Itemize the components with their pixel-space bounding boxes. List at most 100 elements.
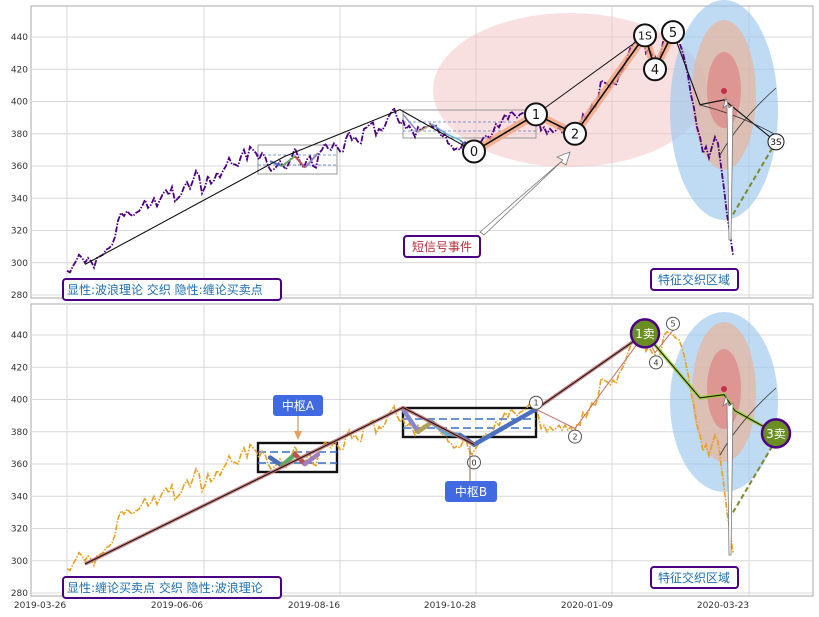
wave-point-label: 0 bbox=[470, 145, 478, 160]
y-tick-label: 440 bbox=[11, 331, 28, 341]
y-tick-label: 280 bbox=[11, 589, 28, 599]
wave-point-circle bbox=[524, 102, 548, 127]
y-tick-label: 320 bbox=[11, 525, 28, 535]
small-wave-segment bbox=[445, 133, 461, 141]
event-label: 短信号事件 bbox=[403, 235, 481, 258]
top-panel: 280 300 320 340 360 380 400 420 440 0 1 2 1S 4 5 3S 短信号事… bbox=[11, 0, 814, 301]
y-tick-label: 400 bbox=[11, 98, 28, 108]
y-tick-label: 420 bbox=[11, 363, 28, 373]
hub-b-box-label bbox=[445, 481, 497, 502]
sell-point-circle bbox=[629, 318, 661, 349]
projection-curve bbox=[719, 387, 777, 456]
y-tick-label: 440 bbox=[11, 33, 28, 43]
y-tick-label: 300 bbox=[11, 259, 28, 269]
small-point-circle bbox=[568, 429, 582, 444]
small-point-circle bbox=[666, 316, 680, 331]
sell-point-label: 3卖 bbox=[766, 427, 786, 441]
sell-point-circle bbox=[760, 418, 792, 449]
small-wave-segment bbox=[402, 113, 419, 133]
panel-label-text: 显性:波浪理论 交织 隐性:缠论买卖点 bbox=[67, 282, 263, 297]
wave-point-label: 1 bbox=[532, 108, 540, 123]
trend-line bbox=[535, 332, 646, 410]
projection-curve bbox=[699, 104, 777, 136]
wave-point-label: 4 bbox=[651, 63, 659, 78]
trend-line bbox=[84, 407, 475, 565]
small-point-circle bbox=[649, 355, 663, 370]
zone-arrow bbox=[722, 96, 734, 241]
wave-point-label: 5 bbox=[669, 26, 677, 41]
hub-wave-segment bbox=[302, 452, 321, 467]
small-point-circle bbox=[467, 455, 481, 470]
hub-a-box-label bbox=[273, 395, 323, 416]
zone-label-box bbox=[650, 268, 739, 291]
x-tick-label: 2019-03-26 bbox=[14, 601, 67, 611]
projection-dashed-line bbox=[732, 141, 777, 215]
wave-segment bbox=[473, 113, 537, 153]
zone-label-text: 特征交织区域 bbox=[658, 272, 730, 287]
hub-wave-segment bbox=[279, 452, 298, 468]
projection-curve bbox=[719, 87, 777, 156]
wave-point-circle bbox=[633, 23, 657, 48]
small-wave-segment bbox=[304, 152, 319, 169]
wave-trend-line bbox=[535, 34, 646, 115]
zone-label: 特征交织区域 bbox=[650, 268, 739, 291]
y-tick-label: 360 bbox=[11, 162, 28, 172]
hub-a-arrowhead bbox=[294, 431, 302, 440]
small-wave-segment bbox=[294, 155, 306, 169]
hub-a-label: 中枢A bbox=[282, 398, 315, 413]
x-tick-label: 2019-06-06 bbox=[151, 601, 204, 611]
small-point-label: 5 bbox=[670, 320, 675, 329]
small-wave-segment bbox=[431, 123, 447, 135]
small-point-label: 1 bbox=[533, 399, 538, 408]
small-point-label: 4 bbox=[653, 358, 658, 367]
zone-label-text: 特征交织区域 bbox=[658, 570, 730, 585]
zone-center-dot bbox=[721, 88, 727, 94]
small-wave-segment bbox=[269, 160, 283, 167]
hub-a-box bbox=[256, 441, 339, 474]
zone-arrow bbox=[722, 394, 734, 556]
projection-dashed-line bbox=[732, 439, 777, 513]
y-tick-label: 360 bbox=[11, 460, 28, 470]
x-axis: 2019-03-26 2019-06-06 2019-08-16 2019-10-28… bbox=[14, 601, 749, 611]
x-tick-label: 2019-10-28 bbox=[424, 601, 477, 611]
wave-point-label: 2 bbox=[571, 127, 579, 142]
y-tick-label: 340 bbox=[11, 194, 28, 204]
hub-wave-segment bbox=[471, 406, 539, 447]
x-tick-label: 2020-01-09 bbox=[561, 601, 614, 611]
zone-label-box bbox=[650, 566, 739, 589]
y-tick-label: 380 bbox=[11, 428, 28, 438]
small-wave-segment bbox=[281, 155, 296, 167]
y-tick-label: 340 bbox=[11, 492, 28, 502]
panel-label-text: 显性:缠论买卖点 交织 隐性:波浪理论 bbox=[67, 580, 263, 595]
zone-label: 特征交织区域 bbox=[650, 566, 739, 589]
panel-label-box bbox=[62, 576, 282, 599]
x-tick-label: 2019-08-16 bbox=[288, 601, 341, 611]
y-tick-label: 300 bbox=[11, 557, 28, 567]
y-tick-label: 380 bbox=[11, 130, 28, 140]
small-point-circle bbox=[529, 395, 543, 410]
y-tick-label: 320 bbox=[11, 227, 28, 237]
wave-point-label: 3S bbox=[770, 138, 782, 148]
hub-b-label: 中枢B bbox=[455, 484, 487, 499]
small-point-label: 2 bbox=[572, 433, 577, 442]
wave-point-circle bbox=[563, 121, 587, 146]
y-tick-label: 420 bbox=[11, 65, 28, 75]
panel-label-box bbox=[62, 278, 282, 301]
small-wave-segment bbox=[417, 123, 433, 133]
wave-point-circle bbox=[643, 57, 667, 82]
hub-box bbox=[257, 144, 338, 175]
hub-a-callout: 中枢A bbox=[273, 395, 323, 440]
event-label-box bbox=[403, 235, 481, 258]
wave-segment bbox=[574, 34, 646, 135]
wave-point-circle bbox=[462, 139, 486, 164]
bottom-panel: 280 300 320 340 360 380 400 420 440 0 1 2 4 5 1卖 3卖 中枢A 中… bbox=[11, 303, 814, 599]
zone-center-dot bbox=[721, 386, 727, 392]
panel-label: 显性:波浪理论 交织 隐性:缠论买卖点 bbox=[62, 278, 282, 301]
event-arrow bbox=[479, 151, 571, 236]
sell-point-label: 1卖 bbox=[635, 327, 655, 341]
panel-label: 显性:缠论买卖点 交织 隐性:波浪理论 bbox=[62, 576, 282, 599]
wave-point-circle bbox=[661, 20, 685, 45]
hub-wave-segment bbox=[400, 406, 421, 434]
sell-path bbox=[644, 333, 777, 434]
